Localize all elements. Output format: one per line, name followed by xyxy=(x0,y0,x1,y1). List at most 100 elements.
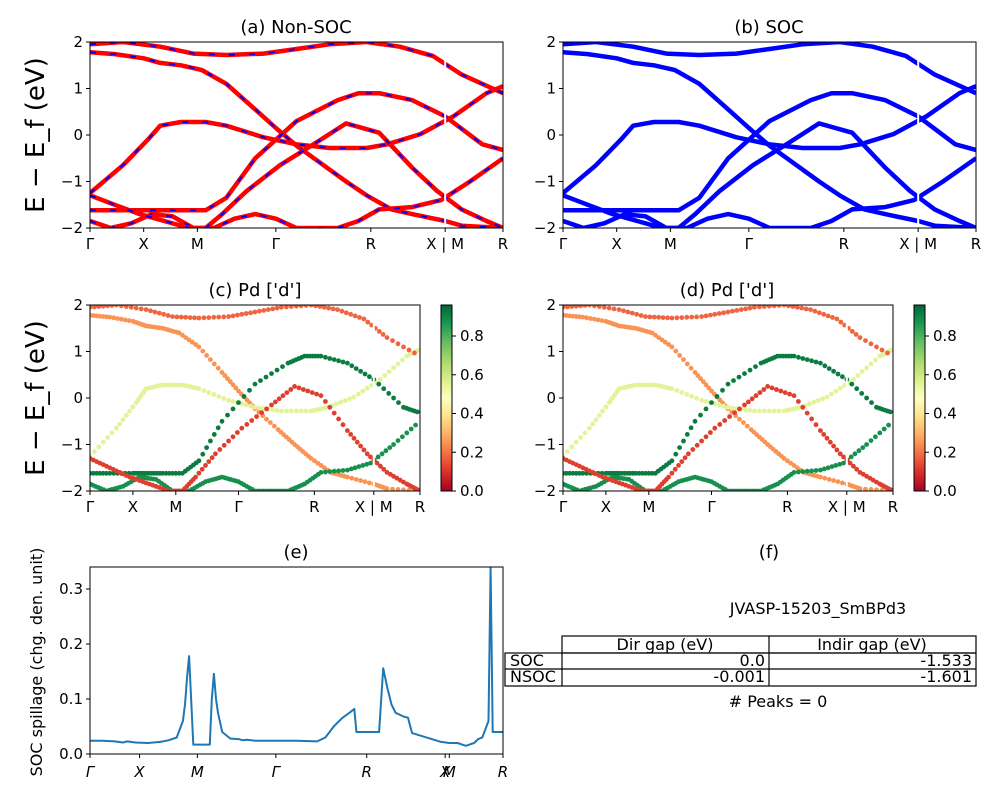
band-point xyxy=(738,307,744,312)
band-point xyxy=(851,377,856,382)
band-point xyxy=(215,365,221,371)
band-point xyxy=(821,466,827,472)
band-point xyxy=(288,408,294,414)
band-point xyxy=(725,309,731,315)
band-point xyxy=(414,409,420,415)
band-point xyxy=(252,309,258,315)
band-point xyxy=(244,422,250,427)
band-point xyxy=(343,310,349,316)
band-point xyxy=(243,402,249,408)
band-point xyxy=(92,305,97,310)
band-point xyxy=(709,400,714,405)
band-point xyxy=(170,314,175,319)
band-point xyxy=(569,305,575,309)
panel-c-xtick-label: X xyxy=(128,498,138,516)
panel-d-xtick-label: R xyxy=(782,498,792,516)
band-point xyxy=(127,408,132,414)
band-point xyxy=(226,438,232,444)
band-point xyxy=(837,461,843,467)
panel-a-frame xyxy=(89,41,504,229)
band-point xyxy=(804,468,810,474)
band-point xyxy=(771,305,777,309)
band-point xyxy=(643,382,648,388)
band-point xyxy=(152,309,158,315)
band-point xyxy=(105,305,110,309)
band-point xyxy=(193,474,199,480)
band-point xyxy=(258,378,263,383)
band-point xyxy=(864,442,869,447)
band-point xyxy=(252,381,258,387)
band-point xyxy=(109,430,115,436)
table-col-header: Indir gap (eV) xyxy=(817,635,927,654)
band-point xyxy=(808,307,813,312)
band-point xyxy=(791,393,797,399)
band-point xyxy=(196,470,202,476)
band-point xyxy=(822,475,828,481)
band-point xyxy=(226,397,232,403)
band-point xyxy=(699,438,704,444)
band-point xyxy=(313,305,318,309)
band-point xyxy=(288,305,294,309)
band-point xyxy=(279,408,284,414)
band-point xyxy=(114,305,119,308)
band-point xyxy=(863,338,868,343)
band-point xyxy=(274,367,280,373)
band-point xyxy=(96,444,102,450)
panel-d-colorbar-tick-label: 0.4 xyxy=(933,405,957,423)
band-point xyxy=(96,305,102,309)
band-point xyxy=(596,413,602,418)
band-point xyxy=(216,394,222,399)
band-point xyxy=(840,480,845,486)
band-point xyxy=(193,342,199,347)
band-point xyxy=(757,408,762,414)
band-point xyxy=(123,413,129,418)
band-point xyxy=(199,466,205,472)
band-point xyxy=(211,392,217,397)
band-point xyxy=(367,480,372,486)
band-point xyxy=(821,432,827,437)
band-point xyxy=(830,315,835,320)
band-point xyxy=(703,382,709,388)
band-point xyxy=(264,406,269,412)
panel-b-xtick-label: R xyxy=(839,235,849,253)
band-point xyxy=(868,438,874,443)
panel-b-xtick-label: Γ xyxy=(745,235,754,253)
band-point xyxy=(781,456,787,461)
band-point xyxy=(584,315,589,321)
band-point xyxy=(187,315,193,320)
band-point xyxy=(384,486,390,491)
panel-c-frame xyxy=(89,304,421,492)
band-point xyxy=(391,395,396,401)
band-point xyxy=(761,305,767,309)
band-point xyxy=(261,308,267,313)
band-point xyxy=(326,305,332,311)
band-point xyxy=(590,421,596,427)
band-point xyxy=(743,407,748,413)
band-point xyxy=(674,315,680,321)
panel-a-xtick-label: X xyxy=(139,235,149,253)
panel-b-ytick-label: 1 xyxy=(546,80,556,98)
band-point xyxy=(824,435,830,441)
band-point xyxy=(336,468,341,474)
band-point xyxy=(348,311,354,317)
band-point xyxy=(364,451,370,457)
band-point xyxy=(117,421,123,427)
band-point xyxy=(222,373,228,378)
band-point xyxy=(375,454,381,460)
band-point xyxy=(679,459,685,464)
band-point xyxy=(835,479,841,485)
band-point xyxy=(856,448,862,454)
band-point xyxy=(298,408,304,414)
band-point xyxy=(415,487,420,491)
band-point xyxy=(118,305,124,309)
band-point xyxy=(269,371,274,376)
band-point xyxy=(176,382,182,388)
band-point xyxy=(352,465,358,471)
band-point xyxy=(196,344,202,350)
band-point xyxy=(293,305,299,309)
panel-b-ytick-label: 2 xyxy=(546,33,556,51)
band-point xyxy=(616,307,622,312)
band-point xyxy=(395,361,401,367)
panel-b-title: (b) SOC xyxy=(734,17,803,38)
band-point xyxy=(348,466,354,472)
